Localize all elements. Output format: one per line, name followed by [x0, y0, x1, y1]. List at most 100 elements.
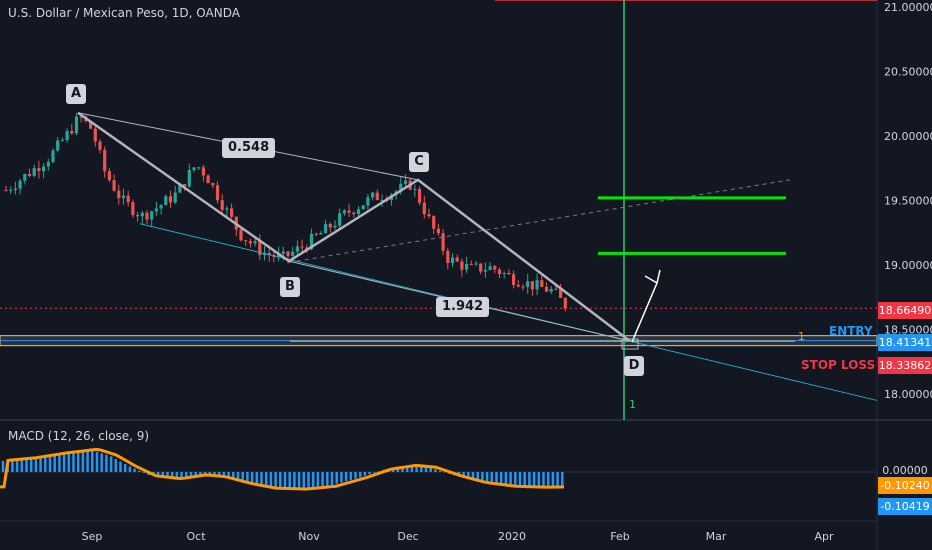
- candle-body: [375, 192, 379, 201]
- candle-body: [554, 288, 558, 290]
- candle-body: [89, 121, 93, 129]
- macd-zero-tag: 0.00000: [882, 464, 928, 477]
- ratio-label-ac[interactable]: 0.548: [222, 138, 276, 158]
- candle-body: [309, 233, 314, 250]
- cycle-marker-label: 1: [629, 398, 636, 411]
- candle-body: [187, 170, 191, 187]
- candle-body: [79, 116, 83, 118]
- candle-body: [427, 214, 431, 217]
- time-tick-label: Sep: [82, 530, 103, 543]
- dashed-trend-line: [288, 179, 791, 263]
- candle-body: [178, 184, 182, 193]
- candle-body: [65, 130, 69, 141]
- symbol-title[interactable]: U.S. Dollar / Mexican Peso, 1D, OANDA: [8, 6, 240, 20]
- pattern-point-c[interactable]: C: [409, 152, 429, 172]
- candle-body: [549, 288, 553, 292]
- up-arrow-head: [644, 269, 661, 285]
- pattern-point-a[interactable]: A: [66, 84, 86, 104]
- candle-body: [338, 213, 342, 226]
- ratio-label-bd[interactable]: 1.942: [436, 297, 490, 317]
- candle-body: [197, 167, 201, 169]
- candle-body: [27, 174, 32, 176]
- candle-body: [399, 183, 403, 192]
- time-axis: Sep Oct Nov Dec 2020 Feb Mar Apr: [82, 530, 834, 543]
- candle-body: [60, 140, 64, 142]
- candle-body: [136, 215, 140, 217]
- price-tick-label: 18.00000: [884, 388, 932, 401]
- candle-body: [446, 250, 450, 263]
- candle-body: [70, 130, 74, 134]
- candle-body: [258, 241, 262, 256]
- price-tick-label: 19.50000: [884, 195, 932, 208]
- stop-loss-label: STOP LOSS: [801, 358, 876, 372]
- candle-body: [201, 167, 205, 176]
- candle-body: [253, 241, 257, 244]
- support-line: [139, 223, 878, 401]
- candle-body: [107, 171, 111, 181]
- candle-body: [474, 263, 478, 265]
- candle-body: [121, 195, 126, 199]
- candle-body: [277, 253, 281, 258]
- abcd-pattern-path: [77, 111, 631, 343]
- candle-body: [295, 246, 299, 252]
- candle-body: [497, 269, 502, 274]
- candle-body: [328, 223, 332, 228]
- candle-body: [342, 210, 346, 214]
- candle-body: [9, 189, 13, 191]
- candle-body: [479, 263, 483, 272]
- pattern-point-b[interactable]: B: [280, 277, 300, 297]
- macd-indicator-title[interactable]: MACD (12, 26, close, 9): [8, 429, 150, 443]
- candle-body: [305, 247, 309, 250]
- candle-body: [183, 184, 187, 187]
- candle-body: [267, 252, 271, 255]
- drawings-group: [0, 0, 878, 420]
- candle-body: [98, 141, 102, 150]
- candles-group: [4, 112, 567, 312]
- candle-body: [380, 200, 384, 202]
- candle-body: [450, 257, 455, 263]
- candle-body: [333, 225, 337, 228]
- candle-body: [483, 269, 487, 272]
- candle-body: [239, 229, 243, 241]
- candle-body: [225, 208, 229, 210]
- candle-body: [314, 233, 318, 235]
- candle-body: [512, 274, 516, 285]
- candle-body: [18, 180, 22, 189]
- candle-body: [319, 233, 323, 235]
- candle-body: [281, 251, 285, 254]
- candle-body: [460, 261, 464, 270]
- price-tick-label: 20.00000: [884, 130, 932, 143]
- candle-body: [455, 257, 459, 262]
- entry-price-tag: 18.41341: [878, 334, 932, 351]
- macd-group: [0, 447, 877, 491]
- candle-body: [300, 246, 304, 248]
- candle-body: [23, 174, 27, 181]
- candle-body: [493, 266, 497, 270]
- candle-body: [559, 289, 563, 298]
- candle-body: [418, 189, 422, 203]
- candle-body: [521, 286, 525, 288]
- candle-body: [173, 192, 177, 203]
- stop-price-tag: 18.33862: [878, 357, 932, 374]
- candle-body: [291, 251, 295, 256]
- candle-body: [126, 195, 130, 203]
- candle-body: [32, 168, 36, 176]
- candle-body: [42, 166, 46, 172]
- candle-body: [347, 210, 351, 213]
- candle-body: [103, 149, 107, 172]
- candle-body: [248, 241, 252, 244]
- candle-body: [159, 205, 163, 209]
- d-point-marker: [621, 338, 639, 350]
- candle-body: [244, 240, 248, 242]
- candle-body: [56, 140, 60, 151]
- candle-body: [544, 286, 549, 292]
- candle-body: [192, 167, 196, 171]
- candle-body: [403, 180, 408, 184]
- candle-body: [413, 189, 417, 191]
- candle-body: [286, 251, 290, 256]
- price-tick-label: 21.00000: [884, 1, 932, 14]
- candle-body: [220, 200, 224, 210]
- candle-body: [164, 196, 168, 206]
- pattern-point-d[interactable]: D: [624, 356, 644, 376]
